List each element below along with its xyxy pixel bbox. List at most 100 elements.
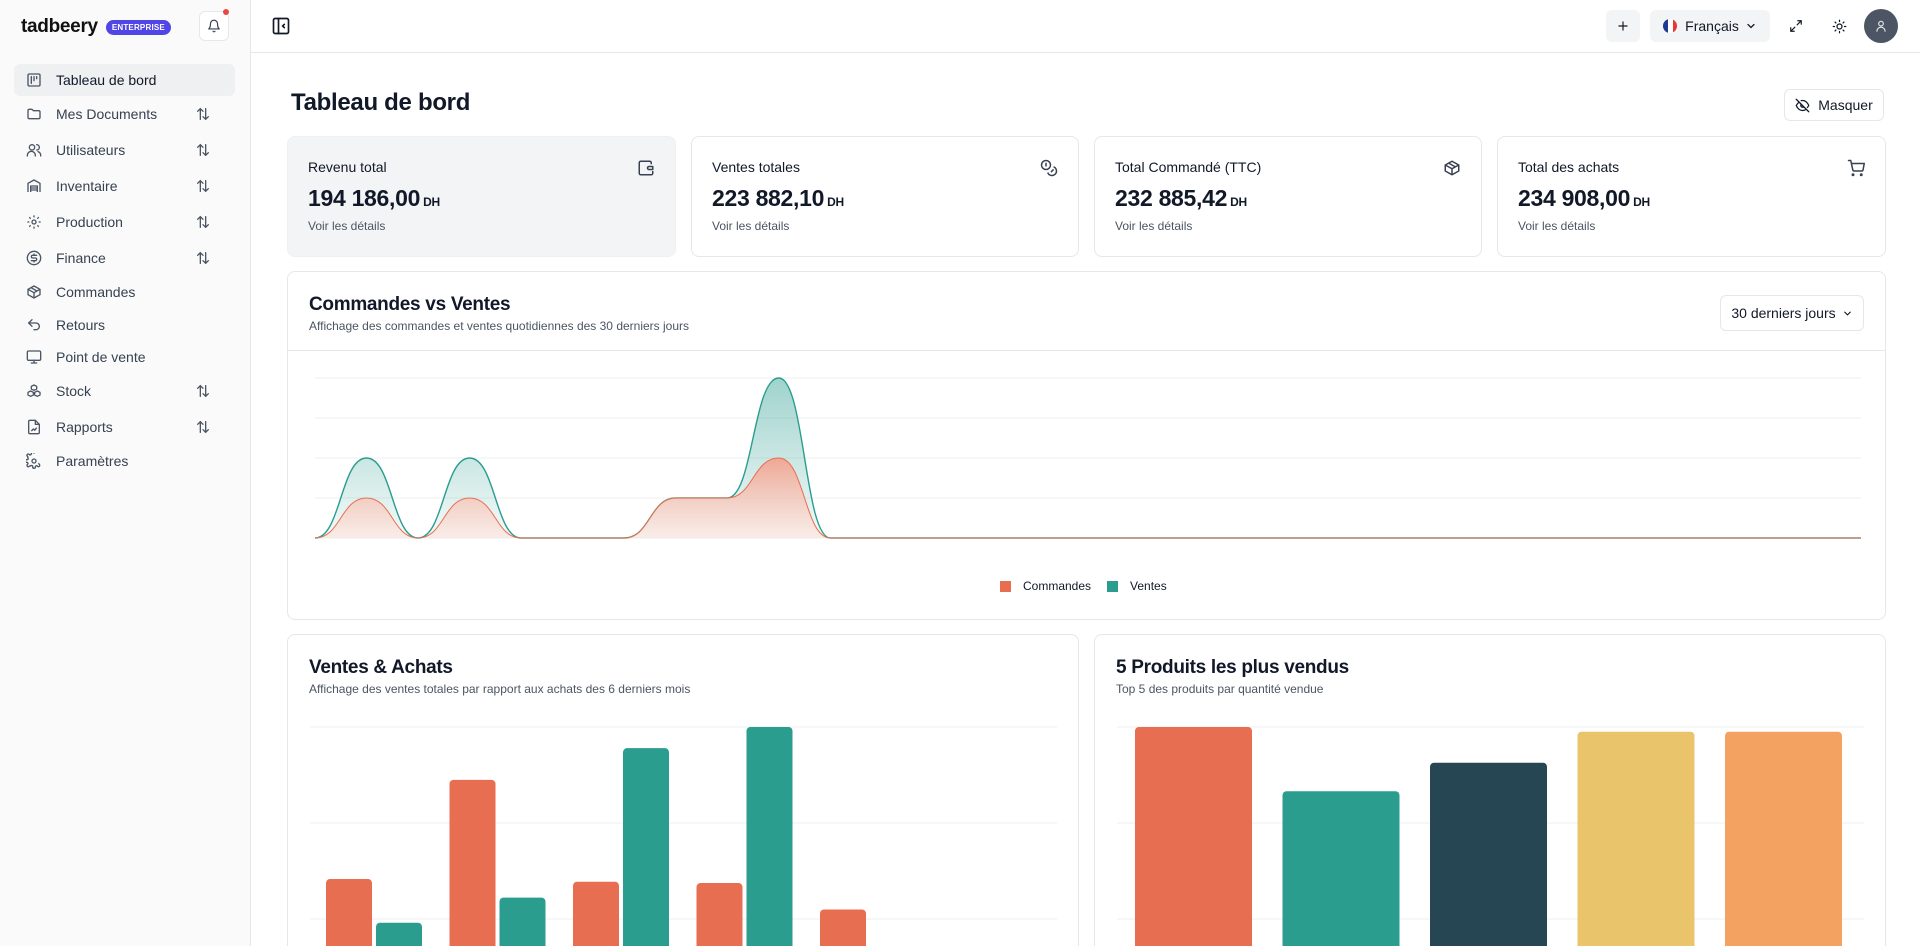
bar-series-a[interactable] (326, 879, 372, 946)
bar-series-a[interactable] (573, 881, 619, 946)
bar-series-b[interactable] (623, 748, 669, 946)
stat-label: Total Commandé (TTC) (1115, 159, 1262, 175)
sort-arrows-icon[interactable] (195, 419, 211, 435)
sidebar-item-finance[interactable]: Finance (14, 242, 235, 274)
range-label: 30 derniers jours (1731, 305, 1836, 321)
coins-icon (1040, 159, 1058, 177)
warehouse-icon (27, 179, 41, 192)
sidebar-item-inventaire[interactable]: Inventaire (14, 170, 235, 202)
product-bar[interactable] (1135, 727, 1252, 946)
package-icon (1444, 160, 1460, 176)
brand-name: tadbeery (21, 16, 98, 37)
monitor-icon (26, 350, 42, 364)
eye-off-icon (1795, 98, 1810, 112)
bar-series-a[interactable] (696, 883, 743, 946)
stat-label: Revenu total (308, 159, 387, 175)
sidebar-item-retours[interactable]: Retours (14, 309, 235, 341)
dashboard-icon (27, 73, 41, 87)
sidebar-item-label: Mes Documents (56, 106, 158, 122)
product-bar[interactable] (1430, 762, 1547, 946)
sort-arrows-icon[interactable] (195, 214, 211, 230)
sidebar-item-label: Finance (56, 250, 106, 266)
stat-card-revenu[interactable]: Revenu total 194 186,00 DH Voir les détai… (287, 136, 676, 257)
bar-series-b[interactable] (376, 922, 422, 946)
enterprise-badge: ENTERPRISE (105, 19, 171, 35)
sort-arrows-icon[interactable] (195, 250, 211, 266)
sort-arrows-icon[interactable] (195, 106, 211, 122)
orders-sales-area-chart: 21 févr.24 févr.27 févr.2 mars5 mars8 ma… (314, 377, 1862, 539)
stat-label: Ventes totales (712, 159, 800, 175)
sidebar-item-label: Stock (56, 383, 92, 399)
card-title: Ventes & Achats (309, 657, 453, 678)
user-icon (1876, 20, 1886, 32)
language-label: Français (1685, 18, 1739, 34)
sidebar-item-label: Utilisateurs (56, 142, 126, 158)
top-products-card: 5 Produits les plus vendus Top 5 des pro… (1094, 634, 1886, 946)
range-select[interactable]: 30 derniers jours (1720, 295, 1864, 331)
sidebar: tadbeery ENTERPRISE Tableau de bord Mes … (0, 0, 251, 946)
sidebar-item-commandes[interactable]: Commandes (14, 276, 235, 308)
sidebar-item-utilisateurs[interactable]: Utilisateurs (14, 134, 235, 166)
sort-arrows-icon[interactable] (195, 383, 211, 399)
stat-card-ventes[interactable]: Ventes totales 223 882,10 DH Voir les dét… (691, 136, 1079, 257)
brand[interactable]: tadbeery ENTERPRISE (21, 14, 171, 40)
sidebar-item-tableau-de-bord[interactable]: Tableau de bord (14, 64, 235, 96)
package-icon (27, 285, 41, 299)
settings-icon (26, 453, 41, 469)
bar-series-b[interactable] (499, 897, 546, 946)
stat-value: 232 885,42 DH (1115, 185, 1247, 211)
notification-dot (223, 9, 229, 15)
area-series-commandes-fill (315, 458, 1861, 538)
area-series-commandes-line (314, 457, 1862, 539)
topbar: Français (251, 0, 1920, 53)
theme-toggle-button[interactable] (1822, 10, 1856, 42)
wallet-icon (638, 160, 654, 176)
legend-swatch-ventes (1107, 580, 1119, 592)
fullscreen-button[interactable] (1779, 10, 1813, 42)
sidebar-item-mes-documents[interactable]: Mes Documents (14, 98, 235, 130)
stat-value: 223 882,10 DH (712, 185, 844, 211)
card-title: Commandes vs Ventes (309, 294, 511, 315)
sidebar-item-point-de-vente[interactable]: Point de vente (14, 341, 235, 373)
bar-series-b[interactable] (746, 727, 793, 946)
card-subtitle: Affichage des commandes et ventes quotid… (309, 319, 690, 333)
stat-details-link[interactable]: Voir les détails (712, 219, 790, 233)
add-button[interactable] (1606, 10, 1640, 42)
product-bar[interactable] (1725, 731, 1842, 946)
undo-icon (27, 319, 40, 331)
sort-arrows-icon[interactable] (195, 178, 211, 194)
stat-details-link[interactable]: Voir les détails (1115, 219, 1193, 233)
hide-button-label: Masquer (1818, 97, 1873, 113)
language-select[interactable]: Français (1650, 10, 1770, 42)
dollar-circle-icon (26, 250, 42, 266)
product-bar[interactable] (1577, 731, 1695, 946)
orders-vs-sales-card: Commandes vs Ventes Affichage des comman… (287, 271, 1886, 620)
stat-card-achats[interactable]: Total des achats 234 908,00 DH Voir les d… (1497, 136, 1886, 257)
sidebar-item-stock[interactable]: Stock (14, 375, 235, 407)
chart-legend: Commandes Ventes (1000, 579, 1167, 593)
hide-button[interactable]: Masquer (1784, 89, 1884, 121)
bar-series-a[interactable] (449, 779, 496, 946)
file-chart-icon (28, 419, 40, 435)
legend-swatch-commandes (1000, 580, 1011, 592)
sidebar-item-production[interactable]: Production (14, 206, 235, 238)
stat-details-link[interactable]: Voir les détails (308, 219, 386, 233)
stat-card-commande[interactable]: Total Commandé (TTC) 232 885,42 DH Voir l… (1094, 136, 1482, 257)
chevron-down-icon (1843, 311, 1851, 316)
users-icon (26, 144, 42, 157)
sidebar-item-parametres[interactable]: Paramètres (14, 445, 235, 477)
avatar[interactable] (1864, 9, 1898, 43)
stat-value: 234 908,00 DH (1518, 185, 1650, 211)
sidebar-item-label: Rapports (56, 419, 113, 435)
notifications-button[interactable] (199, 9, 229, 41)
cart-icon (1847, 159, 1865, 177)
bar-series-a[interactable] (820, 909, 866, 946)
sidebar-item-rapports[interactable]: Rapports (14, 411, 235, 443)
sort-arrows-icon[interactable] (195, 142, 211, 158)
main-content: Tableau de bord Masquer Revenu total 194… (251, 53, 1920, 946)
card-subtitle: Affichage des ventes totales par rapport… (309, 682, 691, 696)
product-bar[interactable] (1282, 791, 1400, 946)
card-divider (288, 350, 1885, 351)
stat-details-link[interactable]: Voir les détails (1518, 219, 1596, 233)
sidebar-toggle-icon[interactable] (271, 16, 291, 36)
